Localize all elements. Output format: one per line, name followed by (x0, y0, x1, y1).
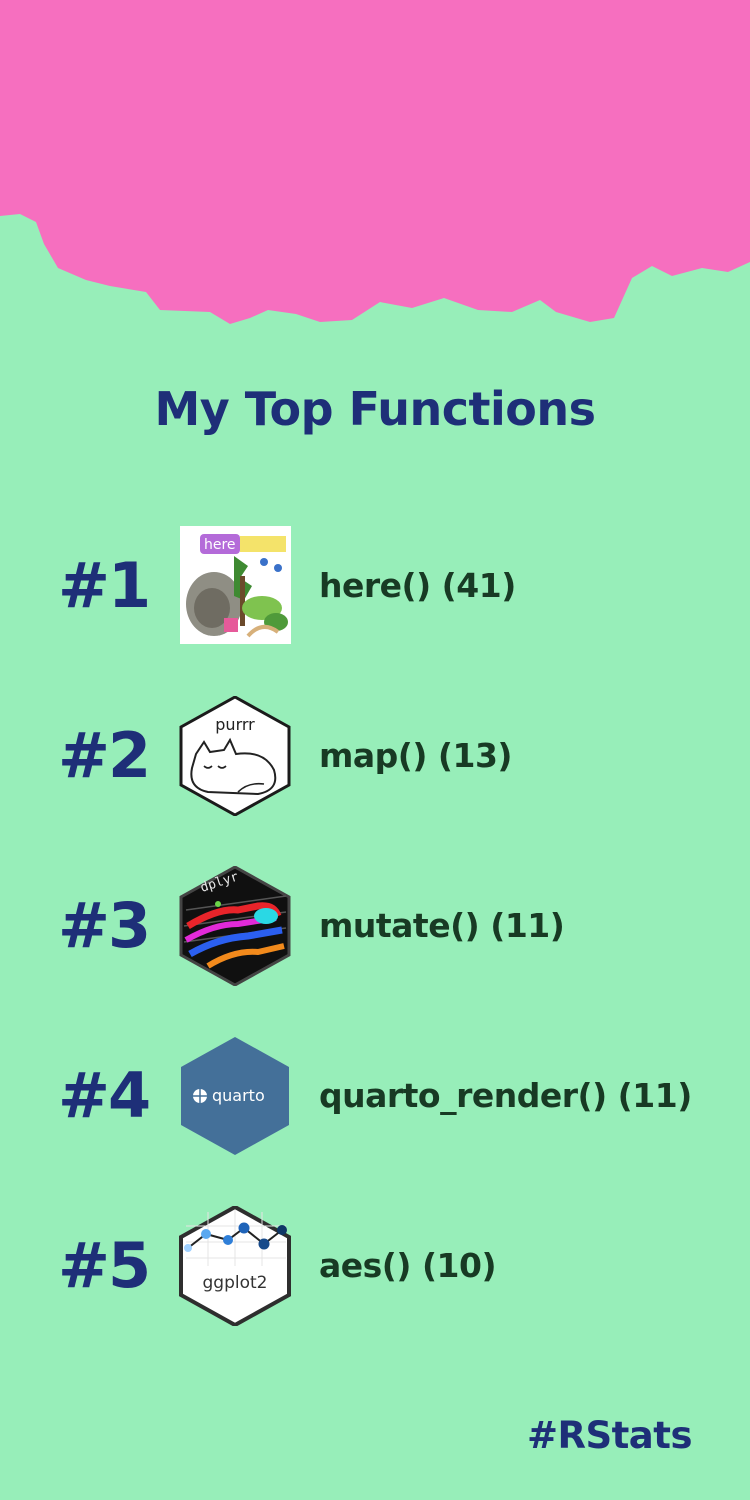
svg-text:quarto: quarto (212, 1086, 265, 1105)
rank-label: #1 (58, 549, 151, 622)
quarto-logo-icon: quarto (181, 1037, 289, 1155)
function-row-1: #1 here here() (41) (0, 526, 750, 646)
function-row-3: #3 dplyr mutate() (11) (0, 866, 750, 986)
hashtag-footer: #RStats (526, 1414, 693, 1457)
svg-text:here: here (204, 537, 236, 553)
function-name: here() (41) (319, 566, 516, 605)
function-name: mutate() (11) (319, 906, 565, 945)
svg-text:ggplot2: ggplot2 (203, 1273, 268, 1293)
page-title: My Top Functions (154, 382, 596, 436)
function-row-2: #2 purrr map() (13) (0, 696, 750, 816)
purrr-logo-icon: purrr (179, 696, 291, 816)
function-row-4: #4 quarto quarto_render() (11) (0, 1036, 750, 1156)
rank-label: #2 (58, 719, 151, 792)
rank-label: #4 (58, 1059, 151, 1132)
function-name: aes() (10) (319, 1246, 497, 1285)
rank-label: #5 (58, 1229, 151, 1302)
rank-label: #3 (58, 889, 151, 962)
pink-splash-decoration (0, 0, 750, 324)
function-row-5: #5 ggplot2 aes() (10) (0, 1206, 750, 1326)
function-name: quarto_render() (11) (319, 1076, 692, 1115)
dplyr-logo-icon: dplyr (179, 866, 291, 986)
ggplot2-logo-icon: ggplot2 (179, 1206, 291, 1326)
function-name: map() (13) (319, 736, 513, 775)
here-logo-icon: here (180, 526, 291, 644)
svg-text:purrr: purrr (215, 715, 255, 734)
